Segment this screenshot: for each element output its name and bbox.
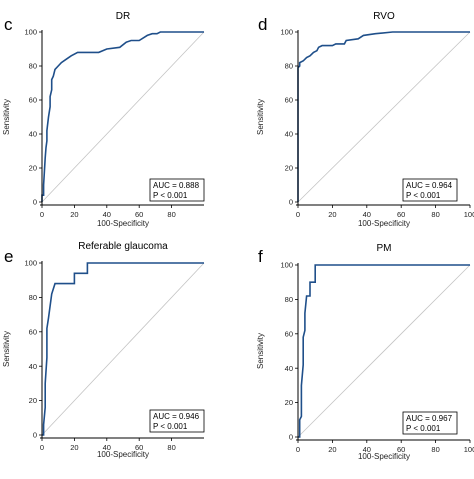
y-tick-label: 100: [24, 259, 37, 268]
x-tick-label: 60: [135, 443, 143, 452]
x-tick-label: 0: [296, 210, 300, 219]
y-tick-label: 0: [33, 431, 37, 440]
panel-letter: d: [258, 15, 267, 34]
x-tick-label: 100: [464, 445, 474, 454]
y-axis-label: Sensitivity: [256, 99, 265, 135]
y-tick-label: 80: [29, 62, 37, 71]
x-tick-label: 100: [464, 210, 474, 219]
auc-value: AUC = 0.946: [153, 412, 200, 421]
roc-panel-d: d RVO 0 20 40 60 80 100 0 20 40 60 80 100 100-Specific…: [256, 11, 474, 228]
y-tick-label: 80: [285, 62, 293, 71]
y-tick-label: 20: [29, 396, 37, 405]
y-tick-label: 60: [29, 96, 37, 105]
x-tick-label: 80: [167, 443, 175, 452]
x-tick-label: 20: [328, 445, 336, 454]
y-tick-label: 100: [24, 28, 37, 37]
auc-box: [402, 178, 458, 202]
reference-diagonal-line: [41, 262, 205, 436]
reference-diagonal-line: [297, 264, 471, 438]
y-tick-label: 80: [285, 295, 293, 304]
x-tick-label: 40: [103, 443, 111, 452]
chart-title: PM: [377, 243, 392, 254]
x-tick-label: 80: [431, 210, 439, 219]
y-tick-label: 0: [289, 433, 293, 442]
roc-curve: [297, 31, 470, 202]
y-tick-label: 100: [280, 261, 293, 270]
p-value: P < 0.001: [406, 191, 441, 200]
y-tick-label: 100: [280, 28, 293, 37]
reference-diagonal-line: [41, 31, 205, 203]
y-tick-label: 20: [29, 164, 37, 173]
roc-curve: [41, 31, 204, 202]
roc-curve: [298, 264, 470, 438]
panel-letter: e: [4, 247, 13, 266]
y-tick-label: 60: [29, 327, 37, 336]
x-tick-label: 20: [328, 210, 336, 219]
chart-title: Referable glaucoma: [78, 241, 168, 252]
roc-curve: [42, 262, 204, 436]
x-tick-label: 20: [70, 443, 78, 452]
auc-value: AUC = 0.888: [153, 181, 200, 190]
chart-title: RVO: [373, 11, 395, 22]
y-tick-label: 20: [285, 398, 293, 407]
panel-letter: f: [258, 247, 263, 266]
auc-value: AUC = 0.967: [406, 414, 453, 423]
y-axis-label: Sensitivity: [256, 333, 265, 369]
x-tick-label: 0: [40, 443, 44, 452]
x-tick-label: 60: [397, 445, 405, 454]
y-tick-label: 60: [285, 329, 293, 338]
y-tick-label: 40: [285, 364, 293, 373]
reference-diagonal-line: [297, 31, 471, 203]
auc-box: [402, 411, 458, 435]
x-tick-label: 20: [70, 210, 78, 219]
p-value: P < 0.001: [153, 422, 188, 431]
x-axis-label: 100-Specificity: [358, 219, 410, 228]
x-tick-label: 40: [363, 210, 371, 219]
y-axis-label: Sensitivity: [2, 99, 11, 135]
y-tick-label: 40: [29, 362, 37, 371]
panel-letter: c: [4, 15, 13, 34]
auc-box: [149, 409, 205, 433]
y-tick-label: 60: [285, 96, 293, 105]
auc-box: [149, 178, 205, 202]
x-tick-label: 80: [167, 210, 175, 219]
y-axis-label: Sensitivity: [2, 331, 11, 367]
x-tick-label: 40: [103, 210, 111, 219]
x-axis-label: 100-Specificity: [97, 450, 149, 459]
y-tick-label: 40: [29, 130, 37, 139]
y-tick-label: 0: [289, 198, 293, 207]
x-tick-label: 80: [431, 445, 439, 454]
x-tick-label: 60: [135, 210, 143, 219]
roc-panel-c: c DR 0 20 40 60 80 100 0 20 40 60 80 100-Specificity S…: [2, 11, 205, 228]
x-tick-label: 0: [40, 210, 44, 219]
x-axis-label: 100-Specificity: [358, 452, 410, 461]
p-value: P < 0.001: [406, 424, 441, 433]
y-tick-label: 80: [29, 293, 37, 302]
x-axis-label: 100-Specificity: [97, 219, 149, 228]
y-tick-label: 20: [285, 164, 293, 173]
y-tick-label: 40: [285, 130, 293, 139]
roc-panel-f: f PM 0 20 40 60 80 100 0 20 40 60 80 100 100-Specifici…: [256, 243, 474, 461]
p-value: P < 0.001: [153, 191, 188, 200]
chart-title: DR: [116, 11, 130, 22]
roc-panel-e: e Referable glaucoma 0 20 40 60 80 100 0 20 40 60 80…: [2, 241, 205, 459]
x-tick-label: 60: [397, 210, 405, 219]
y-tick-label: 0: [33, 198, 37, 207]
x-tick-label: 0: [296, 445, 300, 454]
auc-value: AUC = 0.964: [406, 181, 453, 190]
x-tick-label: 40: [363, 445, 371, 454]
